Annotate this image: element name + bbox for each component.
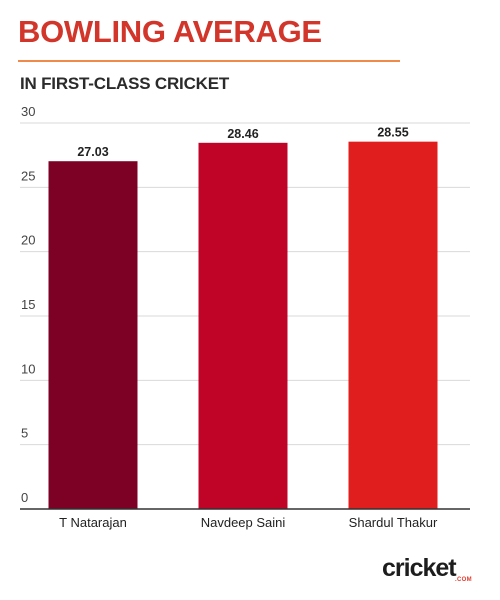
y-tick-label: 5 [21,426,28,441]
y-tick-label: 10 [21,361,35,376]
bar [198,142,288,509]
title-underline [18,60,400,62]
chart-subtitle: IN FIRST-CLASS CRICKET [20,74,230,93]
bar [348,141,438,509]
y-tick-label: 30 [21,104,35,119]
y-tick-label: 25 [21,168,35,183]
x-tick-label: T Natarajan [59,515,127,530]
bar [48,161,138,510]
x-tick-label: Navdeep Saini [201,515,286,530]
data-label: 28.46 [227,127,258,141]
cricket-com-logo-domain: .COM [455,577,472,583]
data-label: 28.55 [377,126,408,140]
data-label: 27.03 [77,145,108,159]
y-tick-label: 0 [21,490,28,505]
chart-title: BOWLING AVERAGE [18,14,322,49]
x-tick-label: Shardul Thakur [349,515,438,530]
y-tick-label: 15 [21,297,35,312]
cricket-com-logo: cricket [382,554,457,582]
y-tick-label: 20 [21,233,35,248]
